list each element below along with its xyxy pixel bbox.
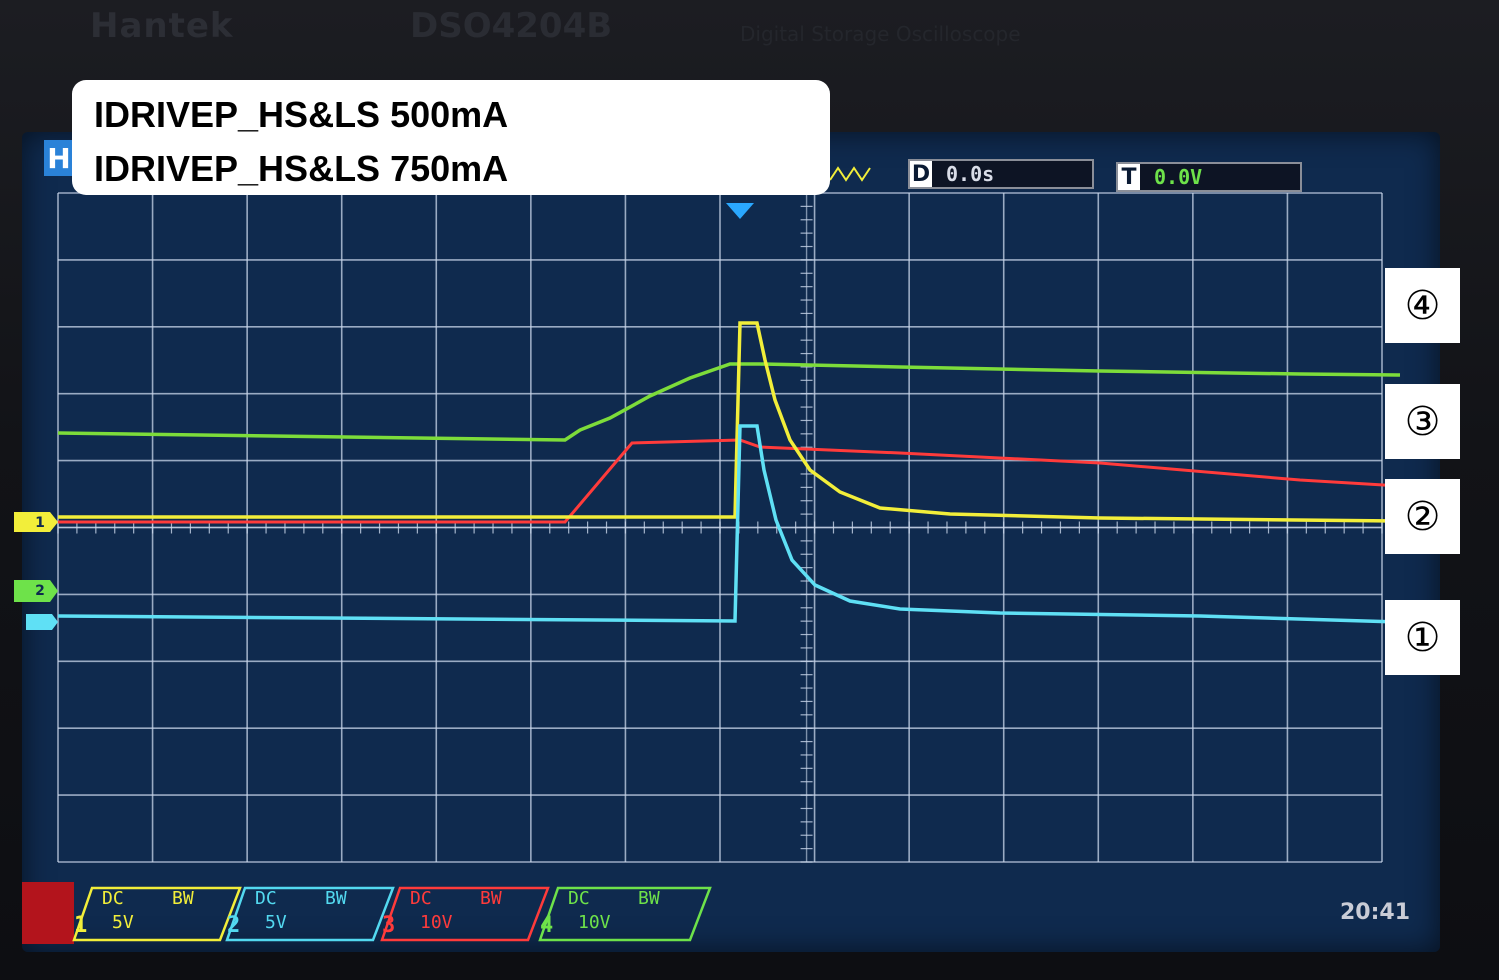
channel-2-tab[interactable]: 2 DC BW 5V [225,886,395,942]
annotation-box: IDRIVEP_HS&LS 500mA IDRIVEP_HS&LS 750mA [72,80,830,195]
brand-logo: Hantek [90,6,234,46]
ch2-tab-frame [225,886,395,942]
trigger-key: T [1118,164,1140,190]
annotation-line-1: IDRIVEP_HS&LS 500mA [94,94,509,135]
scope-screen [22,132,1440,952]
center-ticks [57,192,1383,863]
ch3-tab-frame [380,886,550,942]
device-subtitle: Digital Storage Oscilloscope [740,22,1021,46]
ch4-scale: 10V [578,912,611,933]
ch3-trace [58,438,1401,524]
trace-marker-1: ① [1385,600,1460,675]
ch2-bw: BW [325,888,347,909]
trace-marker-2: ② [1385,479,1460,554]
ch1-scale: 5V [112,912,134,933]
channel-3-tab[interactable]: 3 DC BW 10V [380,886,550,942]
ch1-number: 1 [74,913,88,938]
ch4-bw: BW [638,888,660,909]
channel-1-tab[interactable]: 1 DC BW 5V [72,886,242,942]
menu-key[interactable]: H [44,140,74,176]
ch2-coupling: DC [255,888,277,909]
ch1-coupling: DC [102,888,124,909]
ch1-ground-label: 1 [35,515,45,531]
ch4-number: 4 [540,913,554,938]
model-label: DSO4204B [410,6,613,46]
ch1-tab-frame [72,886,242,942]
ch1-trace [58,321,1401,523]
ch3-bw: BW [480,888,502,909]
ch4-trace [57,362,1401,442]
ch2-offset-marker [26,614,58,630]
delay-readout: D 0.0s [908,159,1094,189]
ch2-trace [57,424,1401,624]
ch4-tab-frame [538,886,712,942]
clock: 20:41 [1340,900,1411,925]
trigger-value: 0.0V [1154,165,1203,189]
trigger-position-marker [726,203,754,219]
status-block [22,882,74,944]
ch3-scale: 10V [420,912,453,933]
ch1-ground-marker [14,512,58,532]
ch2-number: 2 [227,913,241,938]
ch4-coupling: DC [568,888,590,909]
ch1-bw: BW [172,888,194,909]
ch3-number: 3 [382,913,396,938]
ch2-ground-marker [14,580,58,602]
annotation-line-2: IDRIVEP_HS&LS 750mA [94,148,509,189]
trigger-type-icon [829,166,871,182]
ch3-coupling: DC [410,888,432,909]
trace-marker-3: ③ [1385,384,1460,459]
ch2-scale: 5V [265,912,287,933]
trace-marker-4: ④ [1385,268,1460,343]
ch2-ground-label: 2 [35,583,45,599]
delay-key: D [910,161,932,187]
channel-4-tab[interactable]: 4 DC BW 10V [538,886,712,942]
delay-value: 0.0s [946,162,995,186]
trigger-readout: T 0.0V [1116,162,1302,192]
